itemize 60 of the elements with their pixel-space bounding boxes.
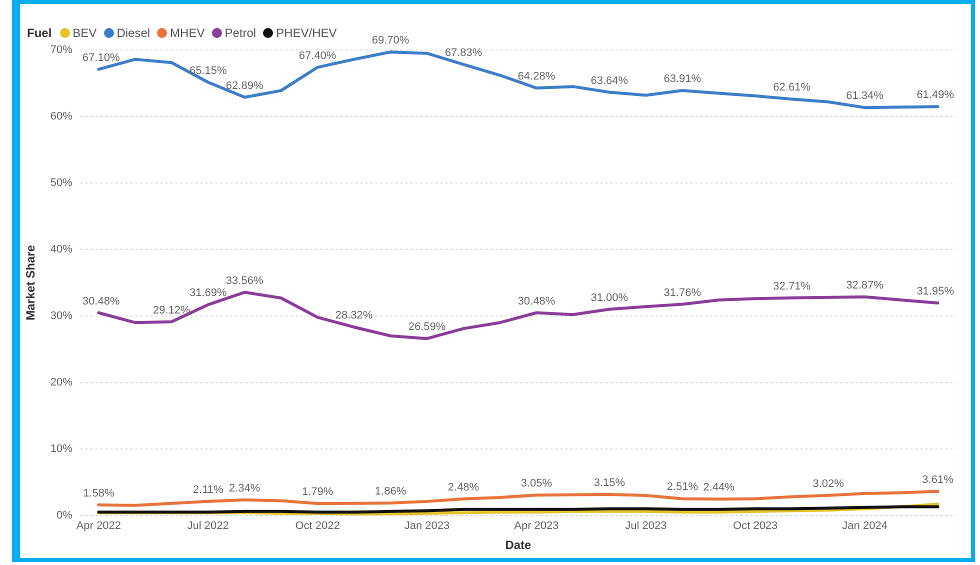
data-label: 64.28%: [518, 70, 556, 83]
y-axis-title: Market Share: [24, 244, 38, 320]
y-tick-label: 30%: [50, 310, 73, 322]
data-label: 67.40%: [298, 50, 336, 62]
y-tick-label: 10%: [50, 442, 73, 455]
legend-label: MHEV: [170, 26, 205, 40]
data-label: 63.64%: [590, 74, 628, 87]
data-label: 69.70%: [372, 34, 410, 47]
legend-title: Fuel: [27, 26, 52, 40]
data-label: 1.86%: [374, 486, 406, 498]
data-label: 2.48%: [448, 481, 480, 494]
data-label: 29.12%: [152, 304, 190, 316]
x-tick-label: Oct 2022: [295, 520, 340, 532]
data-label: 62.89%: [226, 80, 264, 92]
y-tick-label: 20%: [50, 376, 73, 388]
y-tick-label: 60%: [50, 110, 73, 123]
data-label: 61.34%: [846, 90, 884, 102]
data-label: 62.61%: [773, 82, 811, 94]
data-label: 61.49%: [916, 89, 954, 102]
legend-label: Diesel: [116, 26, 150, 40]
legend-label: Petrol: [224, 26, 256, 40]
data-label: 67.10%: [82, 52, 120, 64]
data-label: 31.76%: [664, 286, 702, 299]
data-label: 1.79%: [302, 486, 334, 498]
data-label: 3.61%: [922, 474, 954, 486]
x-tick-label: Jan 2023: [404, 520, 450, 532]
data-label: 65.15%: [189, 64, 227, 77]
data-label: 31.00%: [590, 292, 628, 304]
x-axis-title: Date: [505, 538, 532, 552]
y-tick-label: 0%: [56, 509, 73, 522]
data-label: 3.15%: [594, 476, 626, 489]
legend-label: PHEV/HEV: [276, 26, 337, 40]
x-tick-label: Jan 2024: [842, 520, 888, 532]
data-label: 1.58%: [83, 487, 114, 500]
data-label: 67.83%: [444, 46, 482, 59]
data-label: 31.95%: [916, 286, 954, 298]
x-tick-label: Apr 2023: [514, 520, 559, 532]
data-label: 28.32%: [335, 310, 373, 322]
data-label: 32.87%: [846, 279, 884, 292]
y-tick-label: 70%: [50, 44, 73, 56]
data-label: 2.44%: [703, 482, 735, 494]
y-tick-label: 50%: [50, 177, 73, 190]
x-tick-label: Oct 2023: [733, 520, 778, 532]
data-label: 33.56%: [226, 274, 264, 287]
data-label: 30.48%: [518, 295, 556, 308]
x-tick-label: Apr 2022: [76, 520, 121, 532]
data-label: 3.02%: [812, 478, 844, 490]
data-label: 2.51%: [666, 481, 698, 494]
data-label: 31.69%: [189, 287, 227, 300]
data-label: 2.34%: [228, 482, 260, 494]
x-tick-label: Jul 2022: [187, 520, 229, 532]
data-label: 63.91%: [664, 73, 702, 86]
legend-label: BEV: [72, 26, 97, 40]
x-tick-label: Jul 2023: [625, 520, 667, 532]
data-label: 26.59%: [408, 321, 446, 334]
data-label: 32.71%: [773, 280, 811, 292]
y-tick-label: 40%: [50, 243, 73, 256]
data-label: 3.05%: [520, 478, 552, 490]
data-label: 30.48%: [82, 295, 120, 308]
data-label: 2.11%: [192, 484, 224, 496]
